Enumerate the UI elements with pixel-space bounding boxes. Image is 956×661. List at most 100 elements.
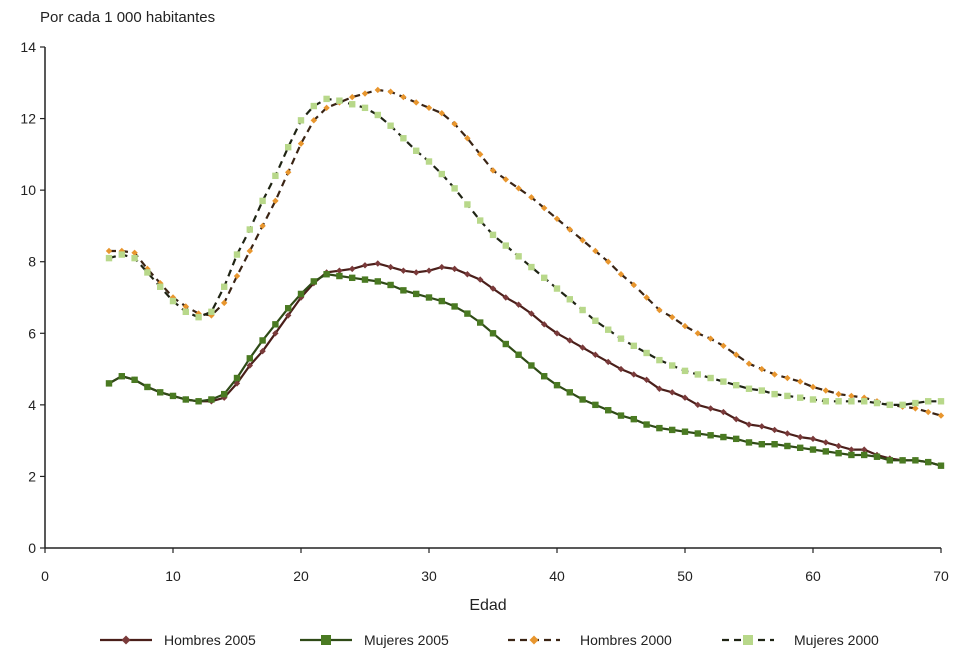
data-point-hombres-2000 — [233, 272, 241, 280]
data-point-hombres-2005 — [809, 435, 817, 443]
data-point-hombres-2000 — [310, 117, 317, 124]
data-point-hombres-2000 — [681, 322, 689, 330]
data-point-mujeres-2005 — [592, 401, 599, 409]
data-point-mujeres-2005 — [797, 444, 804, 451]
data-point-hombres-2005 — [259, 347, 266, 355]
data-point-mujeres-2000 — [899, 401, 906, 409]
data-point-mujeres-2000 — [221, 283, 228, 290]
data-point-hombres-2005 — [617, 365, 625, 373]
data-point-hombres-2000 — [771, 371, 778, 378]
data-point-mujeres-2000 — [336, 97, 343, 104]
data-point-mujeres-2005 — [400, 287, 407, 294]
data-point-hombres-2005 — [233, 380, 241, 387]
data-point-mujeres-2005 — [925, 458, 932, 466]
data-point-hombres-2000 — [425, 104, 433, 112]
data-point-mujeres-2005 — [899, 457, 906, 464]
x-tick-label: 50 — [677, 568, 693, 584]
data-point-hombres-2005 — [797, 433, 804, 441]
data-point-mujeres-2000 — [566, 296, 573, 303]
series-line-hombres-2000 — [109, 88, 942, 417]
data-point-mujeres-2000 — [707, 374, 714, 382]
data-point-hombres-2000 — [489, 167, 497, 174]
data-point-hombres-2000 — [438, 110, 445, 117]
data-point-mujeres-2005 — [297, 290, 305, 298]
data-point-mujeres-2000 — [477, 217, 484, 224]
data-point-mujeres-2000 — [745, 385, 753, 392]
data-point-mujeres-2005 — [477, 319, 484, 326]
data-point-mujeres-2005 — [349, 274, 356, 282]
data-point-hombres-2000 — [835, 390, 842, 398]
data-point-hombres-2005 — [387, 263, 394, 271]
data-point-mujeres-2005 — [208, 396, 215, 403]
data-point-mujeres-2005 — [374, 278, 381, 285]
data-point-mujeres-2005 — [195, 398, 202, 405]
data-point-hombres-2005 — [861, 446, 868, 453]
data-point-mujeres-2005 — [413, 290, 420, 298]
y-tick-label: 0 — [28, 540, 36, 556]
axes: 0 2 4 6 8 10 12 14 0 10 20 30 40 50 60 70 — [20, 39, 949, 584]
data-point-hombres-2000 — [797, 378, 804, 385]
data-point-mujeres-2000 — [144, 269, 151, 276]
data-point-mujeres-2000 — [169, 297, 177, 305]
data-point-hombres-2000 — [861, 394, 868, 401]
data-point-hombres-2000 — [477, 151, 484, 158]
data-point-mujeres-2005 — [745, 439, 753, 446]
series-mujeres-2000 — [105, 95, 945, 409]
data-point-hombres-2000 — [541, 204, 548, 212]
data-point-mujeres-2005 — [118, 373, 125, 380]
x-tick-label: 40 — [549, 568, 565, 584]
data-point-hombres-2000 — [323, 104, 330, 112]
series-line-mujeres-2005 — [108, 273, 942, 467]
data-point-hombres-2005 — [835, 442, 842, 450]
data-point-hombres-2000 — [131, 249, 138, 256]
data-point-mujeres-2000 — [285, 144, 292, 151]
data-point-hombres-2000 — [349, 93, 356, 101]
data-point-mujeres-2005 — [336, 272, 343, 280]
data-point-hombres-2005 — [502, 294, 509, 301]
data-point-mujeres-2005 — [886, 457, 893, 464]
data-point-mujeres-2000 — [515, 253, 522, 260]
legend-marker-hombres-2000 — [529, 635, 539, 645]
data-point-mujeres-2000 — [758, 387, 765, 394]
data-point-mujeres-2000 — [157, 283, 164, 290]
data-point-mujeres-2005 — [656, 424, 663, 432]
data-point-hombres-2000 — [182, 303, 189, 310]
data-point-mujeres-2000 — [592, 317, 599, 324]
data-point-hombres-2000 — [937, 412, 945, 419]
data-point-hombres-2000 — [720, 342, 727, 350]
data-point-mujeres-2005 — [566, 389, 573, 396]
data-point-hombres-2005 — [361, 262, 369, 269]
data-point-hombres-2000 — [643, 294, 650, 301]
data-point-hombres-2005 — [566, 337, 573, 344]
data-point-mujeres-2005 — [617, 412, 625, 419]
data-point-mujeres-2000 — [349, 101, 356, 108]
data-point-hombres-2005 — [425, 267, 433, 274]
data-point-mujeres-2000 — [528, 263, 535, 271]
data-point-mujeres-2005 — [643, 421, 650, 428]
data-point-mujeres-2000 — [643, 349, 650, 357]
data-point-mujeres-2005 — [605, 407, 612, 414]
data-point-mujeres-2005 — [758, 441, 765, 448]
data-point-mujeres-2005 — [822, 448, 829, 455]
data-point-mujeres-2000 — [822, 398, 829, 405]
data-point-hombres-2000 — [707, 335, 714, 342]
data-point-hombres-2005 — [605, 358, 612, 366]
data-point-mujeres-2000 — [413, 147, 420, 154]
data-point-mujeres-2000 — [733, 381, 740, 389]
data-point-hombres-2005 — [528, 310, 535, 317]
data-point-hombres-2000 — [745, 360, 753, 367]
data-point-hombres-2000 — [502, 176, 509, 183]
data-point-mujeres-2005 — [464, 310, 471, 317]
data-point-mujeres-2005 — [144, 383, 151, 391]
data-point-hombres-2000 — [105, 247, 113, 255]
data-point-mujeres-2005 — [451, 303, 458, 310]
data-point-mujeres-2000 — [720, 378, 727, 385]
data-point-mujeres-2000 — [387, 122, 394, 129]
data-point-hombres-2005 — [451, 265, 458, 273]
data-point-mujeres-2005 — [169, 392, 177, 400]
data-point-hombres-2000 — [297, 140, 305, 147]
data-point-hombres-2000 — [272, 197, 279, 205]
data-point-mujeres-2000 — [464, 201, 471, 208]
